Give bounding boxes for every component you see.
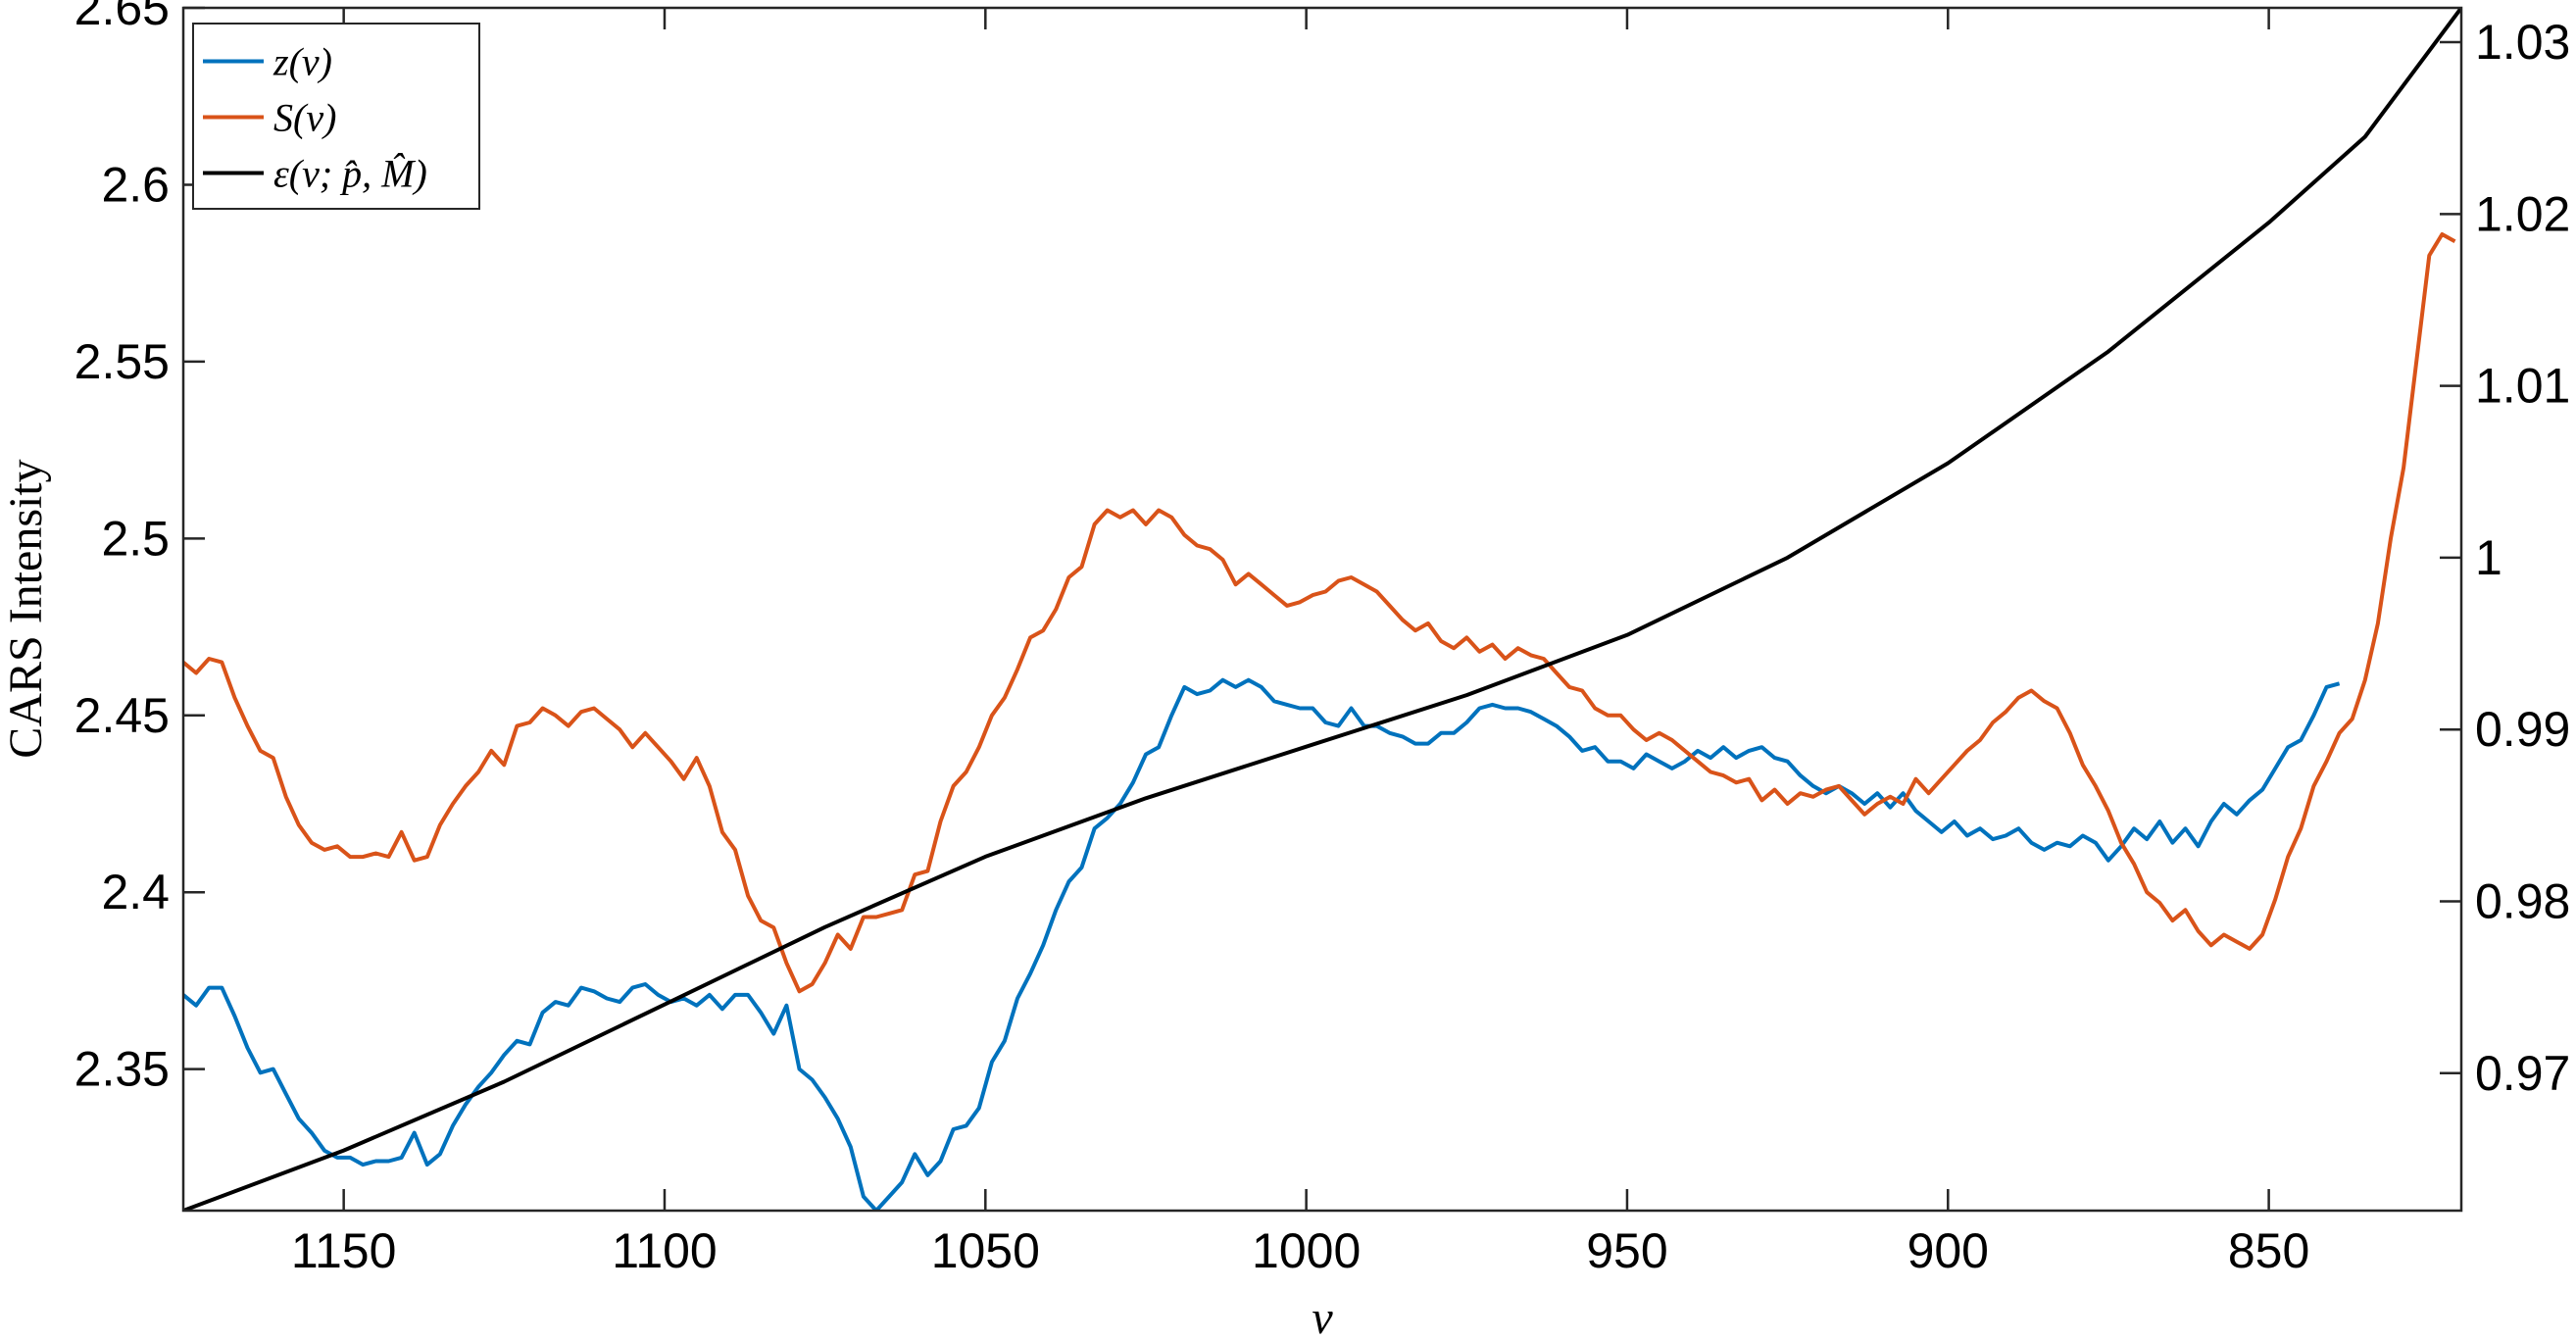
plot-background [183, 8, 2461, 1211]
y-axis-title: CARS Intensity [0, 459, 52, 758]
series-line-1 [183, 677, 2341, 1211]
axes-layer: 1150 1100 1050 1000 950 900 850 2.35 2.4 2.45 2.5 2… [74, 0, 2571, 1278]
y-tick-label: 2.4 [101, 865, 170, 919]
y2-tick-label: 1.02 [2475, 186, 2570, 241]
axes-box [181, 6, 2463, 1213]
y2-tick-label: 0.98 [2475, 873, 2570, 928]
y2-tick-label: 1.01 [2475, 359, 2570, 414]
x-tick-label: 900 [1907, 1223, 1989, 1278]
x-tick-label: 850 [2228, 1223, 2309, 1278]
y-tick-label: 2.6 [101, 157, 170, 212]
legend: z(ν) S(ν) ε(ν; p̂, M̂) [192, 23, 480, 210]
y-tick-label: 2.5 [101, 511, 170, 566]
series-layer [183, 8, 2461, 1211]
y-tick-label: 2.35 [74, 1042, 170, 1097]
y2-tick-label: 1.03 [2475, 15, 2570, 70]
legend-label: S(ν) [273, 96, 336, 140]
legend-label: ε(ν; p̂, M̂) [273, 152, 427, 196]
y2-tick-label: 0.97 [2475, 1046, 2570, 1101]
y-tick-label: 2.45 [74, 688, 170, 743]
y-tick-label: 2.55 [74, 334, 170, 389]
y-tick-label: 2.65 [74, 0, 170, 35]
series-line-2 [183, 232, 2456, 994]
x-tick-label: 1050 [931, 1223, 1040, 1278]
x-tick-label: 950 [1586, 1223, 1667, 1278]
x-axis-title: ν [1312, 1292, 1333, 1341]
x-tick-label: 1100 [612, 1223, 718, 1278]
x-tick-label: 1150 [291, 1223, 397, 1278]
legend-label: z(ν) [272, 40, 332, 84]
x-tick-label: 1000 [1252, 1223, 1361, 1278]
y2-tick-label: 1 [2475, 530, 2502, 585]
y2-tick-label: 0.99 [2475, 702, 2570, 757]
series-line-3 [183, 8, 2461, 1211]
